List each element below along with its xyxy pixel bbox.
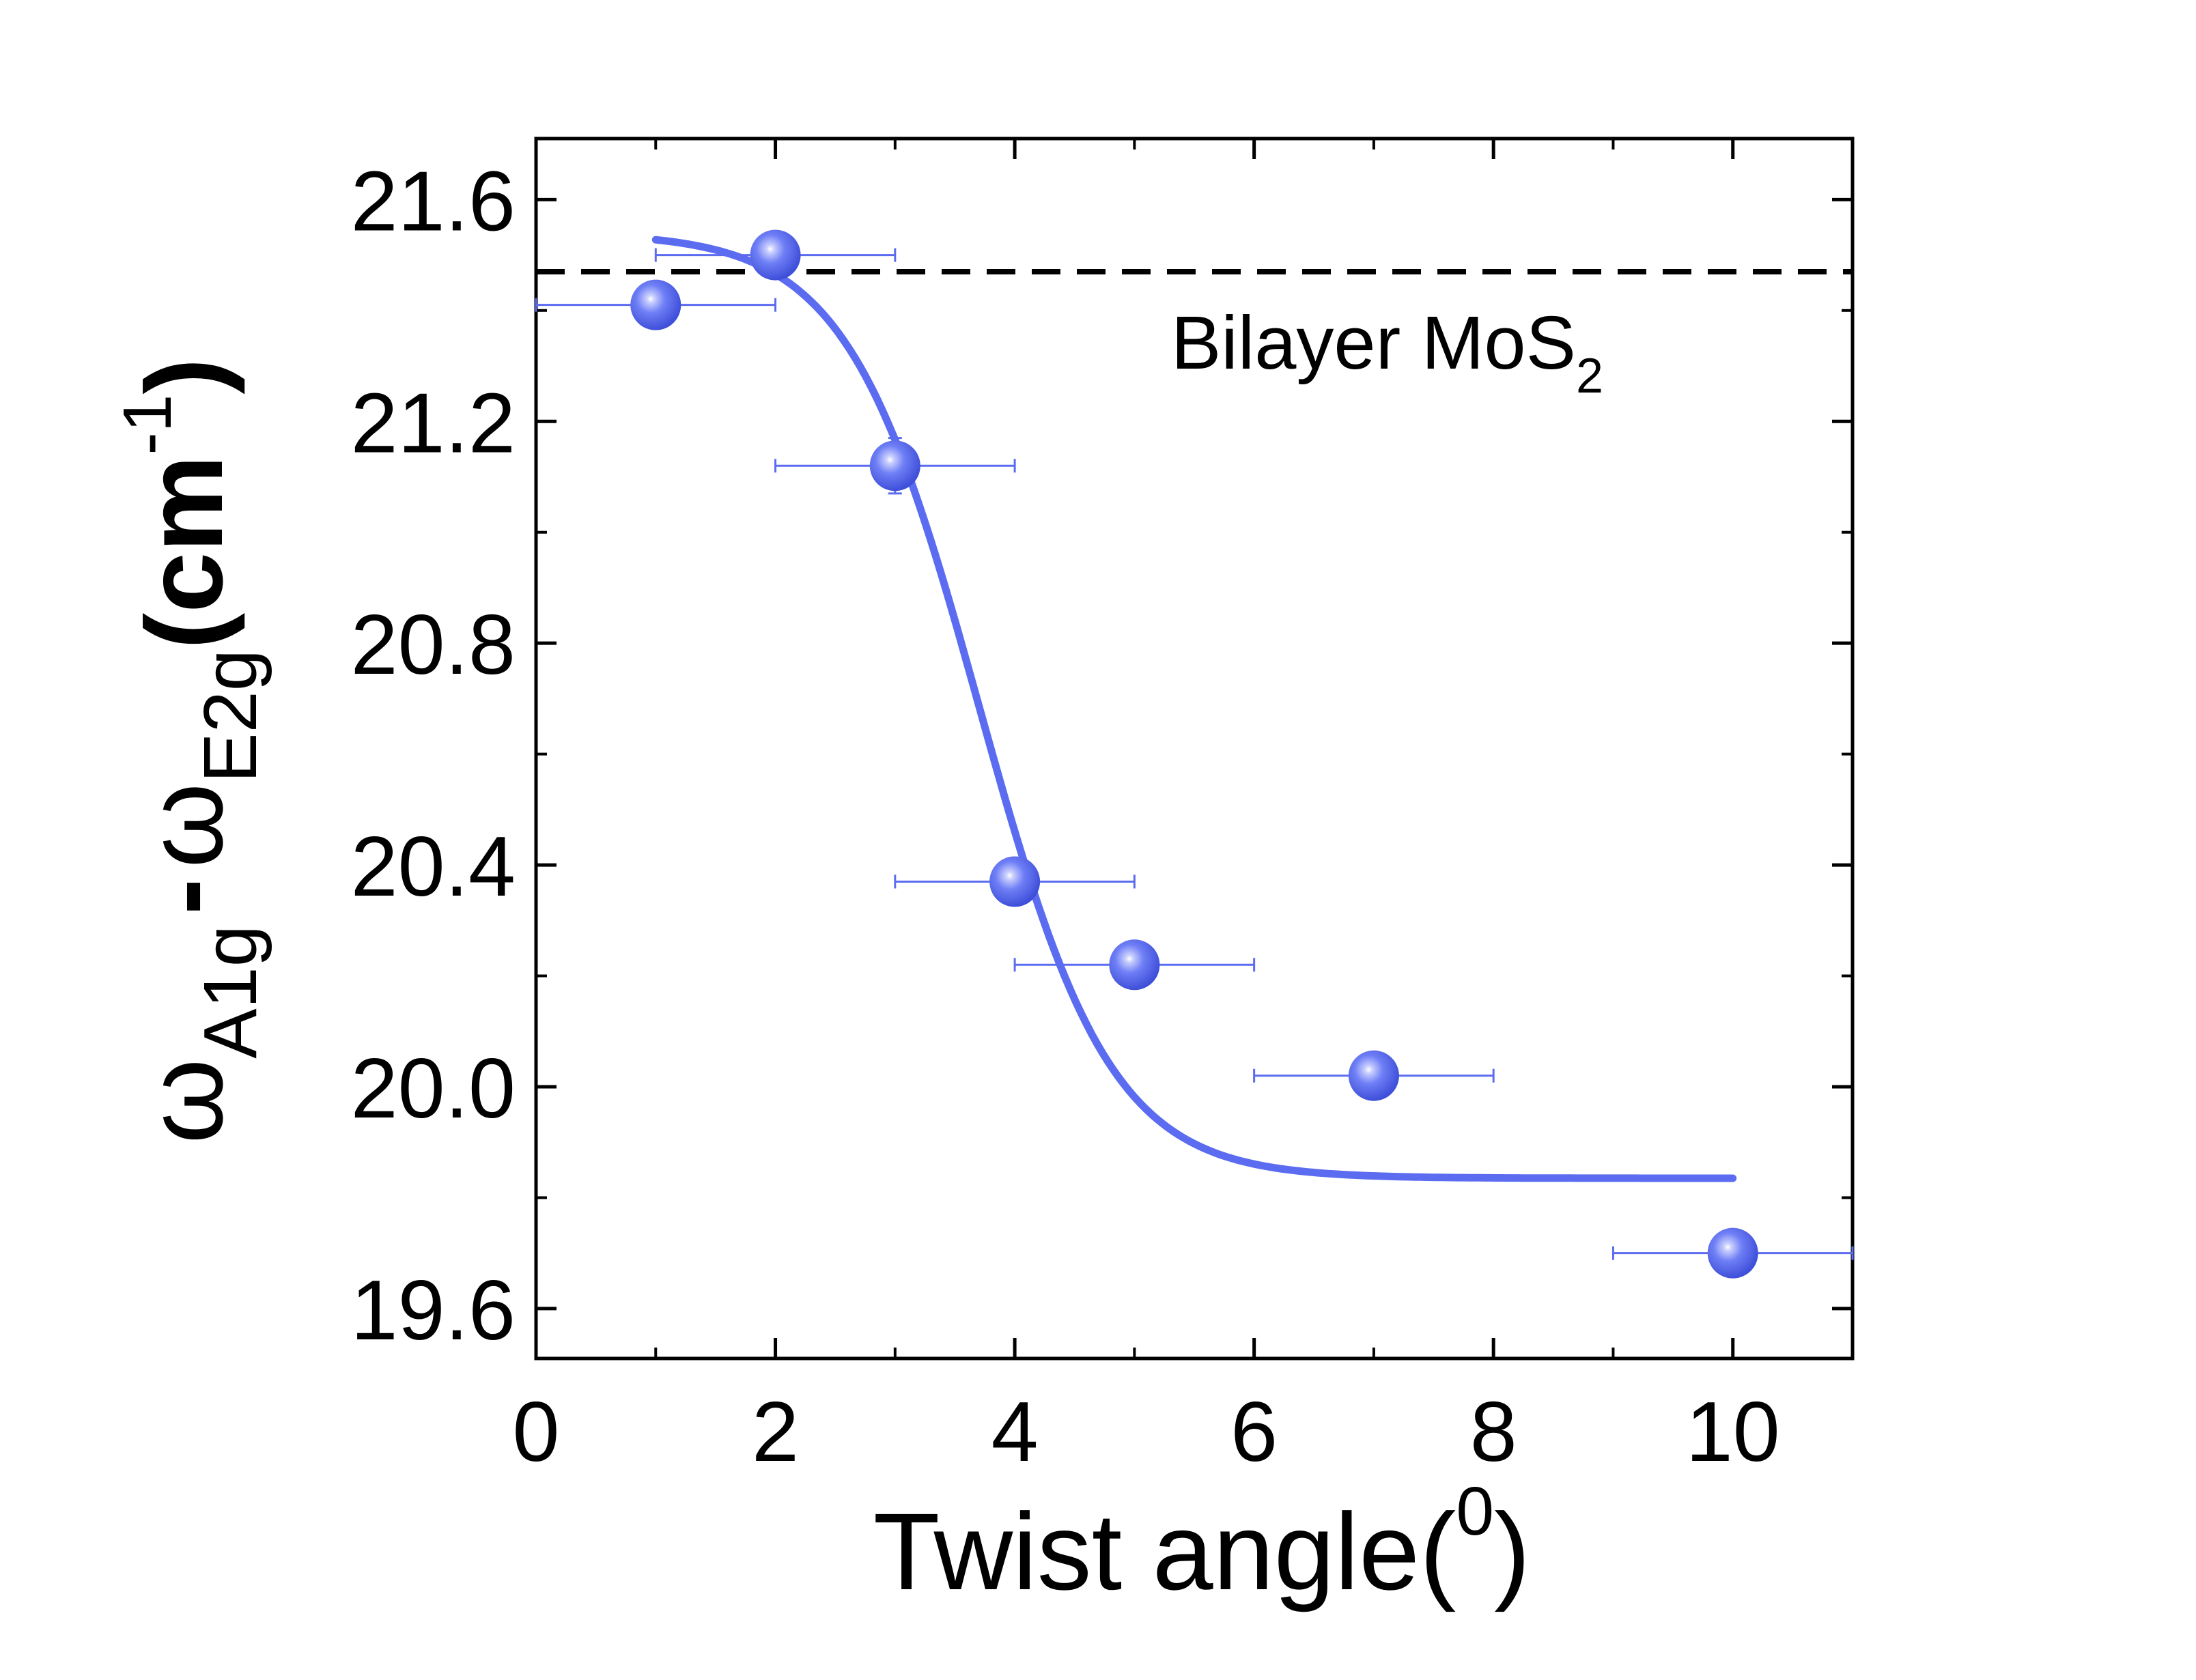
- data-point: [1348, 1050, 1399, 1101]
- y-tick-label: 21.2: [351, 376, 516, 470]
- y-label-minus: -: [123, 879, 245, 915]
- x-tick-label: 10: [1686, 1385, 1780, 1479]
- x-tick-label: 2: [752, 1385, 799, 1479]
- x-axis-label-sup: 0: [1456, 1473, 1494, 1550]
- x-tick-label: 4: [991, 1385, 1039, 1479]
- y-tick-label: 21.6: [351, 154, 516, 248]
- data-point: [989, 856, 1041, 907]
- y-label-unit-open: (cm: [123, 455, 245, 650]
- y-tick-label: 20.4: [351, 820, 516, 914]
- x-axis-label-tail: ): [1494, 1490, 1530, 1612]
- y-tick-label: 20.0: [351, 1042, 516, 1136]
- fit-curve: [651, 236, 1737, 1182]
- fit-curve-group: [651, 236, 1737, 1182]
- y-label-omega-2: ω: [123, 783, 245, 868]
- y-label-omega-1: ω: [123, 1059, 245, 1144]
- data-point: [869, 440, 920, 492]
- annotation-sub: 2: [1576, 349, 1603, 403]
- y-axis-label: ωA1g-ωE2g(cm-1): [109, 358, 272, 1143]
- x-tick-label: 8: [1470, 1385, 1517, 1479]
- annotation-text: Bilayer MoS2: [1171, 301, 1603, 403]
- data-point: [1109, 939, 1160, 991]
- plot-frame: [534, 137, 1855, 1361]
- y-label-sub-1: A1g: [188, 925, 272, 1059]
- data-point: [630, 279, 681, 330]
- error-bars: [535, 248, 1854, 1260]
- data-points: [630, 229, 1758, 1279]
- x-tick-label: 6: [1230, 1385, 1278, 1479]
- data-point: [750, 229, 801, 281]
- y-tick-label: 19.6: [351, 1264, 516, 1358]
- x-tick-label: 0: [513, 1385, 560, 1479]
- x-axis-label: Twist angle(0): [873, 1473, 1531, 1612]
- y-tick-label: 20.8: [351, 598, 516, 692]
- y-label-sub-2: E2g: [188, 649, 272, 783]
- axis-ticks: [534, 139, 1853, 1358]
- y-label-unit-sup: -1: [109, 395, 186, 455]
- data-point: [1707, 1227, 1758, 1279]
- y-label-unit-close: ): [123, 358, 245, 394]
- axis-tick-labels: 0 2 4 6 8 10 19.6 20.0 20.4 20.8 21.2 21.6: [351, 154, 1780, 1479]
- x-axis-label-main: Twist angle(: [873, 1490, 1456, 1612]
- annotation-main: Bilayer MoS: [1171, 301, 1576, 385]
